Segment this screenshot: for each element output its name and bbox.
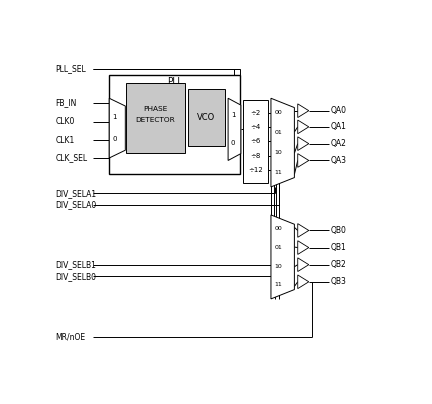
Text: QB2: QB2 (330, 260, 346, 269)
Polygon shape (298, 275, 309, 288)
Text: MR/nOE: MR/nOE (56, 332, 86, 342)
Text: 01: 01 (274, 245, 282, 250)
Text: QB3: QB3 (330, 277, 346, 286)
Text: PHASE: PHASE (143, 106, 168, 112)
Bar (126, 83, 184, 153)
Text: PLL: PLL (167, 77, 182, 86)
Polygon shape (298, 241, 309, 255)
Text: CLK_SEL: CLK_SEL (56, 154, 88, 162)
Polygon shape (298, 224, 309, 237)
Text: ÷4: ÷4 (251, 124, 261, 130)
Text: VCO: VCO (197, 113, 216, 122)
Text: QB1: QB1 (330, 243, 346, 252)
Text: DIV_SELA0: DIV_SELA0 (56, 200, 97, 209)
Text: ÷12: ÷12 (248, 167, 263, 173)
Text: 10: 10 (274, 264, 282, 269)
Text: DIV_SELB0: DIV_SELB0 (56, 272, 97, 281)
Text: CLK0: CLK0 (56, 117, 75, 126)
Polygon shape (298, 137, 309, 151)
Text: 0: 0 (231, 140, 235, 146)
Text: QA2: QA2 (330, 139, 346, 148)
Polygon shape (109, 98, 125, 158)
Text: 00: 00 (274, 226, 282, 231)
Polygon shape (228, 98, 241, 160)
Text: 11: 11 (274, 170, 282, 175)
Text: PLL_SEL: PLL_SEL (56, 64, 86, 73)
Polygon shape (298, 154, 309, 167)
Text: QA1: QA1 (330, 122, 346, 131)
Polygon shape (271, 215, 294, 299)
Text: FB_IN: FB_IN (56, 99, 77, 107)
Text: ÷2: ÷2 (251, 110, 261, 116)
Text: DIV_SELB1: DIV_SELB1 (56, 260, 96, 269)
Text: 01: 01 (274, 130, 282, 135)
Polygon shape (298, 120, 309, 134)
Polygon shape (298, 258, 309, 271)
Text: ÷8: ÷8 (251, 153, 261, 158)
Text: 0: 0 (112, 136, 117, 142)
Text: 1: 1 (112, 114, 117, 120)
Text: 10: 10 (274, 150, 282, 155)
Polygon shape (298, 104, 309, 118)
Text: DIV_SELA1: DIV_SELA1 (56, 189, 97, 198)
Polygon shape (271, 98, 294, 187)
Text: QA3: QA3 (330, 156, 346, 165)
Text: 00: 00 (274, 110, 282, 115)
Text: ÷6: ÷6 (251, 138, 261, 144)
Text: QB0: QB0 (330, 226, 346, 235)
Text: 11: 11 (274, 282, 282, 287)
Text: CLK1: CLK1 (56, 136, 75, 145)
Bar (188, 89, 225, 147)
Bar (243, 100, 268, 183)
Text: 1: 1 (231, 112, 235, 118)
Text: DETECTOR: DETECTOR (135, 117, 175, 123)
Text: QA0: QA0 (330, 106, 346, 115)
Bar (109, 75, 240, 175)
